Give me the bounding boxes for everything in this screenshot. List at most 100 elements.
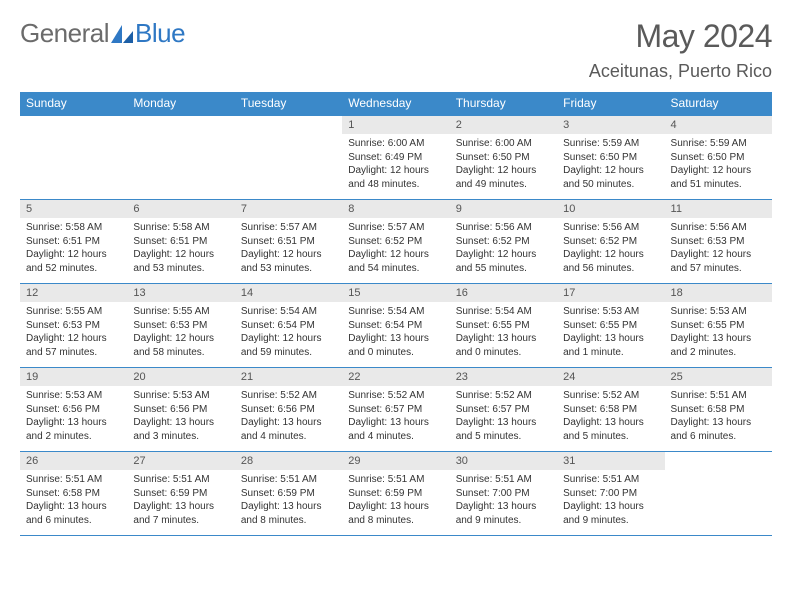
calendar-cell: 15Sunrise: 5:54 AMSunset: 6:54 PMDayligh…: [342, 284, 449, 368]
calendar-cell: 25Sunrise: 5:51 AMSunset: 6:58 PMDayligh…: [665, 368, 772, 452]
daylight-line: Daylight: 13 hours: [241, 416, 336, 430]
daylight-line: Daylight: 13 hours: [456, 332, 551, 346]
day-number: 17: [557, 284, 664, 302]
daylight-line: Daylight: 13 hours: [563, 500, 658, 514]
daylight-line: Daylight: 12 hours: [456, 248, 551, 262]
sunset-line: Sunset: 6:55 PM: [563, 319, 658, 333]
sunset-line: Sunset: 7:00 PM: [563, 487, 658, 501]
day-details: Sunrise: 5:54 AMSunset: 6:54 PMDaylight:…: [235, 302, 342, 361]
sunrise-line: Sunrise: 5:52 AM: [241, 389, 336, 403]
day-number: 10: [557, 200, 664, 218]
calendar-cell: 26Sunrise: 5:51 AMSunset: 6:58 PMDayligh…: [20, 452, 127, 536]
calendar-cell: 17Sunrise: 5:53 AMSunset: 6:55 PMDayligh…: [557, 284, 664, 368]
sunrise-line: Sunrise: 5:56 AM: [671, 221, 766, 235]
daylight-line: and 0 minutes.: [456, 346, 551, 360]
sunset-line: Sunset: 6:54 PM: [241, 319, 336, 333]
day-details: Sunrise: 5:51 AMSunset: 6:58 PMDaylight:…: [20, 470, 127, 529]
weekday-monday: Monday: [127, 92, 234, 116]
day-number: 12: [20, 284, 127, 302]
sunset-line: Sunset: 6:51 PM: [133, 235, 228, 249]
sunset-line: Sunset: 6:50 PM: [671, 151, 766, 165]
calendar-cell: 14Sunrise: 5:54 AMSunset: 6:54 PMDayligh…: [235, 284, 342, 368]
day-details: Sunrise: 5:56 AMSunset: 6:52 PMDaylight:…: [450, 218, 557, 277]
day-details: Sunrise: 5:59 AMSunset: 6:50 PMDaylight:…: [557, 134, 664, 193]
day-number: 1: [342, 116, 449, 134]
sunset-line: Sunset: 6:51 PM: [26, 235, 121, 249]
calendar-cell: [665, 452, 772, 536]
daylight-line: Daylight: 12 hours: [348, 248, 443, 262]
daylight-line: and 0 minutes.: [348, 346, 443, 360]
calendar-cell: 19Sunrise: 5:53 AMSunset: 6:56 PMDayligh…: [20, 368, 127, 452]
sunrise-line: Sunrise: 5:55 AM: [133, 305, 228, 319]
sunrise-line: Sunrise: 5:51 AM: [456, 473, 551, 487]
day-number: 23: [450, 368, 557, 386]
sunset-line: Sunset: 6:49 PM: [348, 151, 443, 165]
calendar-cell: 23Sunrise: 5:52 AMSunset: 6:57 PMDayligh…: [450, 368, 557, 452]
daylight-line: and 51 minutes.: [671, 178, 766, 192]
sunset-line: Sunset: 6:52 PM: [456, 235, 551, 249]
day-details: Sunrise: 5:58 AMSunset: 6:51 PMDaylight:…: [20, 218, 127, 277]
sunrise-line: Sunrise: 5:51 AM: [671, 389, 766, 403]
calendar-cell: 7Sunrise: 5:57 AMSunset: 6:51 PMDaylight…: [235, 200, 342, 284]
day-number: 20: [127, 368, 234, 386]
day-number: 15: [342, 284, 449, 302]
sunrise-line: Sunrise: 5:54 AM: [241, 305, 336, 319]
day-details: Sunrise: 5:52 AMSunset: 6:57 PMDaylight:…: [450, 386, 557, 445]
day-details: Sunrise: 5:57 AMSunset: 6:51 PMDaylight:…: [235, 218, 342, 277]
calendar-cell: 18Sunrise: 5:53 AMSunset: 6:55 PMDayligh…: [665, 284, 772, 368]
sunrise-line: Sunrise: 5:53 AM: [671, 305, 766, 319]
calendar-cell: 4Sunrise: 5:59 AMSunset: 6:50 PMDaylight…: [665, 116, 772, 200]
daylight-line: and 57 minutes.: [26, 346, 121, 360]
day-number: 22: [342, 368, 449, 386]
daylight-line: Daylight: 12 hours: [26, 248, 121, 262]
sunset-line: Sunset: 6:59 PM: [241, 487, 336, 501]
day-details: Sunrise: 5:51 AMSunset: 6:59 PMDaylight:…: [127, 470, 234, 529]
day-details: Sunrise: 5:51 AMSunset: 7:00 PMDaylight:…: [450, 470, 557, 529]
daylight-line: Daylight: 13 hours: [563, 416, 658, 430]
daylight-line: Daylight: 12 hours: [671, 164, 766, 178]
daylight-line: and 9 minutes.: [563, 514, 658, 528]
day-details: Sunrise: 5:53 AMSunset: 6:55 PMDaylight:…: [665, 302, 772, 361]
calendar-row: 12 Sunrise: 5:55 AM Sunset: 6:53 PM Dayligh…: [20, 284, 772, 368]
sunset-line: Sunset: 6:54 PM: [348, 319, 443, 333]
calendar-cell: 5Sunrise: 5:58 AMSunset: 6:51 PMDaylight…: [20, 200, 127, 284]
calendar-cell: 13Sunrise: 5:55 AMSunset: 6:53 PMDayligh…: [127, 284, 234, 368]
calendar-cell: [20, 116, 127, 200]
day-number: 6: [127, 200, 234, 218]
logo-sail-icon: [109, 23, 135, 45]
day-details: Sunrise: 6:00 AMSunset: 6:49 PMDaylight:…: [342, 134, 449, 193]
daylight-line: Daylight: 13 hours: [456, 416, 551, 430]
daylight-line: and 1 minute.: [563, 346, 658, 360]
calendar-cell: 21Sunrise: 5:52 AMSunset: 6:56 PMDayligh…: [235, 368, 342, 452]
sunrise-line: Sunrise: 5:51 AM: [26, 473, 121, 487]
day-details: Sunrise: 5:52 AMSunset: 6:56 PMDaylight:…: [235, 386, 342, 445]
daylight-line: and 4 minutes.: [348, 430, 443, 444]
sunrise-line: Sunrise: 5:58 AM: [133, 221, 228, 235]
daylight-line: Daylight: 12 hours: [348, 164, 443, 178]
daylight-line: and 52 minutes.: [26, 262, 121, 276]
calendar-cell: 27Sunrise: 5:51 AMSunset: 6:59 PMDayligh…: [127, 452, 234, 536]
location-label: Aceitunas, Puerto Rico: [589, 61, 772, 82]
weekday-wednesday: Wednesday: [342, 92, 449, 116]
sunrise-line: Sunrise: 5:59 AM: [671, 137, 766, 151]
day-number: 18: [665, 284, 772, 302]
sunset-line: Sunset: 6:56 PM: [133, 403, 228, 417]
sunset-line: Sunset: 6:57 PM: [348, 403, 443, 417]
sunset-line: Sunset: 6:50 PM: [456, 151, 551, 165]
daylight-line: Daylight: 13 hours: [348, 416, 443, 430]
day-number: 24: [557, 368, 664, 386]
calendar-cell: 2Sunrise: 6:00 AMSunset: 6:50 PMDaylight…: [450, 116, 557, 200]
logo: GeneralBlue: [20, 18, 185, 49]
sunrise-line: Sunrise: 5:51 AM: [241, 473, 336, 487]
daylight-line: and 5 minutes.: [456, 430, 551, 444]
sunset-line: Sunset: 6:53 PM: [26, 319, 121, 333]
day-details: Sunrise: 5:52 AMSunset: 6:58 PMDaylight:…: [557, 386, 664, 445]
sunrise-line: Sunrise: 5:59 AM: [563, 137, 658, 151]
day-number: 2: [450, 116, 557, 134]
calendar-cell: 30Sunrise: 5:51 AMSunset: 7:00 PMDayligh…: [450, 452, 557, 536]
day-details: Sunrise: 5:53 AMSunset: 6:56 PMDaylight:…: [127, 386, 234, 445]
day-details: Sunrise: 5:54 AMSunset: 6:54 PMDaylight:…: [342, 302, 449, 361]
daylight-line: Daylight: 12 hours: [456, 164, 551, 178]
sunrise-line: Sunrise: 5:51 AM: [563, 473, 658, 487]
day-number: 31: [557, 452, 664, 470]
